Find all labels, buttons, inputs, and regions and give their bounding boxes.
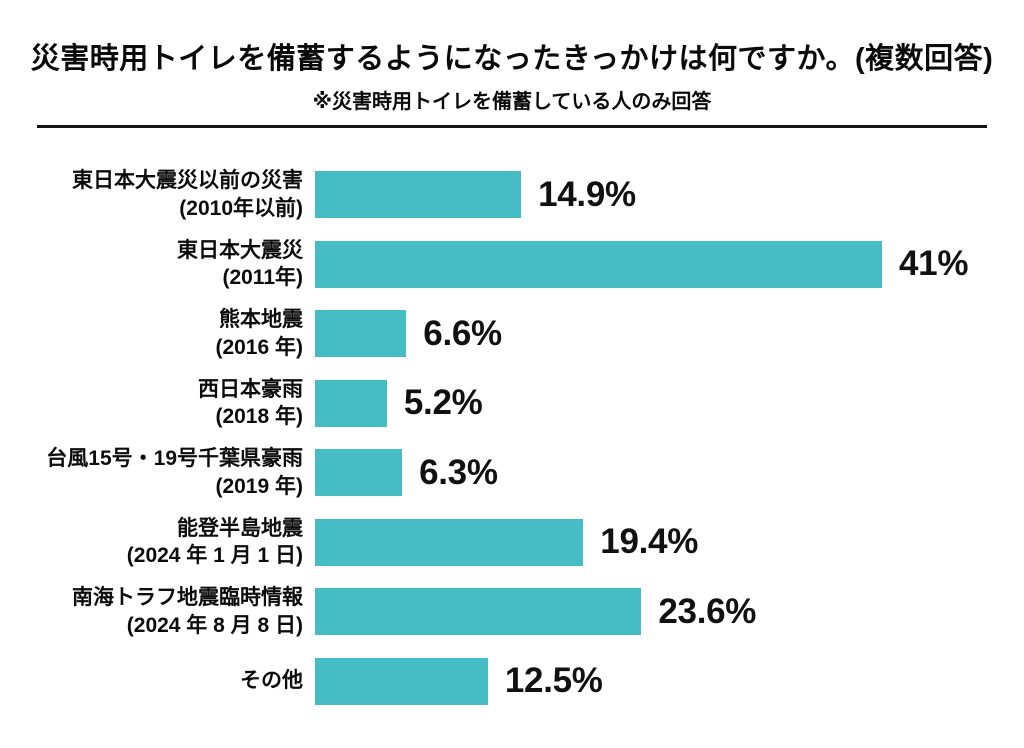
chart-row: 南海トラフ地震臨時情報 (2024 年 8 月 8 日) 23.6% [38, 577, 986, 647]
value-label: 6.3% [419, 452, 498, 492]
chart-title: 災害時用トイレを備蓄するようになったきっかけは何ですか。(複数回答) [30, 43, 994, 75]
category-label: 東日本大震災 (2011年) [177, 238, 303, 290]
bar [315, 588, 642, 636]
chart-row: その他 12.5% [38, 646, 986, 716]
value-label: 23.6% [658, 591, 757, 631]
category-label: 台風15号・19号千葉県豪雨 (2019 年) [46, 447, 303, 498]
category-label: 東日本大震災以前の災害 (2010年以前) [72, 169, 303, 220]
bar [315, 518, 584, 566]
value-label: 41% [899, 244, 969, 284]
chart-row: 東日本大震災 (2011年) 41% [38, 229, 986, 299]
chart-row: 台風15号・19号千葉県豪雨 (2019 年) 6.3% [38, 438, 986, 508]
bar [315, 379, 387, 427]
chart-row: 東日本大震災以前の災害 (2010年以前) 14.9% [38, 160, 986, 230]
value-label: 12.5% [504, 661, 603, 701]
value-label: 6.6% [423, 313, 502, 353]
category-label: 西日本豪雨 (2018 年) [198, 377, 303, 429]
category-label: 南海トラフ地震臨時情報 (2024 年 8 月 8 日) [72, 586, 303, 637]
bar-area: 14.9% [315, 171, 986, 219]
chart-row: 能登半島地震 (2024 年 1 月 1 日) 19.4% [38, 507, 986, 577]
bar-area: 23.6% [315, 588, 986, 636]
chart-row: 西日本豪雨 (2018 年) 5.2% [38, 368, 986, 438]
header-divider [37, 124, 987, 128]
chart-row: 熊本地震 (2016 年) 6.6% [38, 299, 986, 369]
chart-header: 災害時用トイレを備蓄するようになったきっかけは何ですか。(複数回答) ※災害時用… [0, 0, 1024, 128]
bar-area: 6.6% [315, 310, 986, 358]
bar-area: 6.3% [315, 449, 986, 497]
value-label: 14.9% [538, 174, 636, 214]
bar [315, 449, 403, 497]
chart: 東日本大震災以前の災害 (2010年以前) 14.9% 東日本大震災 (2011年)… [38, 160, 986, 716]
bar-area: 41% [315, 240, 986, 288]
value-label: 19.4% [600, 522, 699, 562]
bar-area: 12.5% [315, 657, 986, 705]
bar [315, 240, 882, 288]
bar [315, 171, 522, 219]
bar [315, 310, 407, 358]
value-label: 5.2% [403, 383, 483, 423]
chart-subtitle: ※災害時用トイレを備蓄している人のみ回答 [312, 90, 712, 113]
category-label: 熊本地震 (2016 年) [215, 308, 303, 359]
bar-area: 5.2% [315, 379, 986, 427]
category-label: その他 [240, 669, 303, 693]
bar [315, 657, 488, 705]
bar-area: 19.4% [315, 518, 986, 566]
category-label: 能登半島地震 (2024 年 1 月 1 日) [126, 516, 303, 568]
